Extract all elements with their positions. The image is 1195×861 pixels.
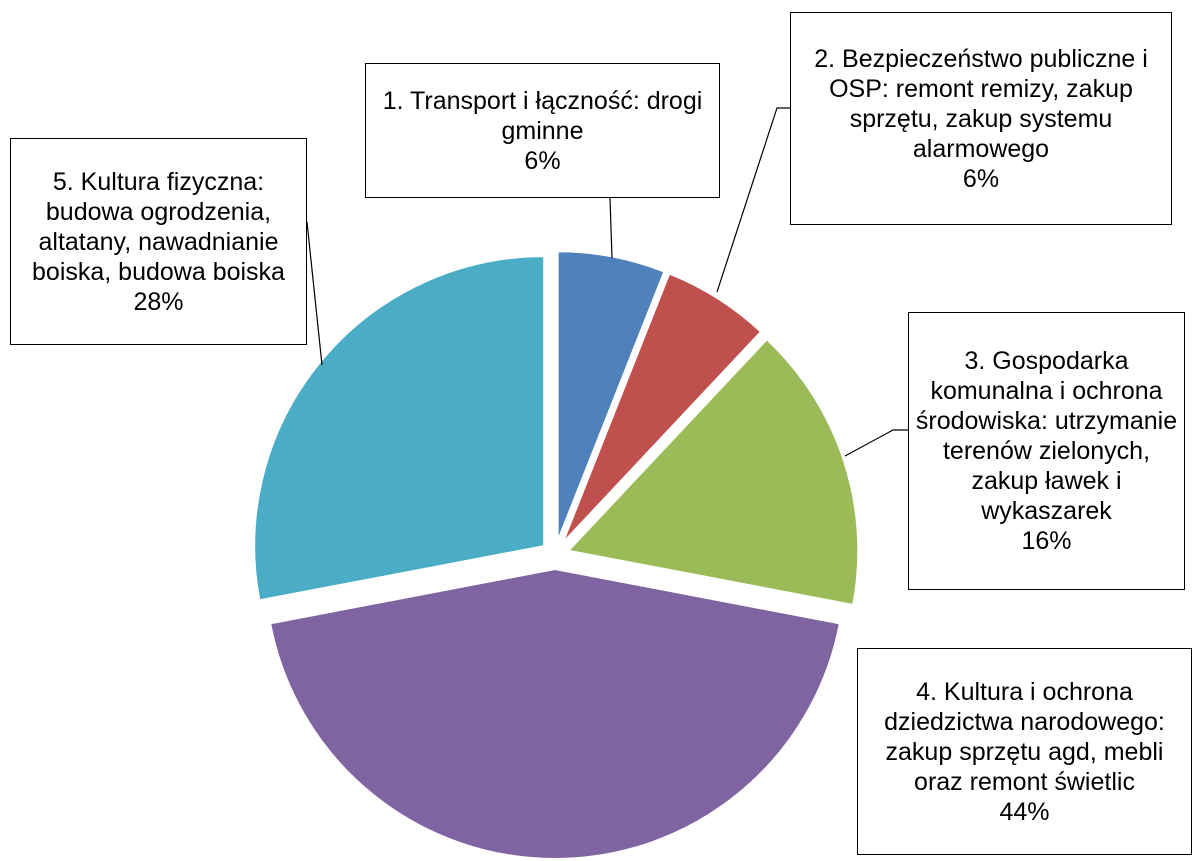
category-label: 2. Bezpieczeństwo publiczne i OSP: remon… xyxy=(814,44,1148,163)
pie-slice xyxy=(253,255,546,602)
pie-slice xyxy=(268,567,842,860)
value-label: 28% xyxy=(133,287,184,316)
data-label: 4. Kultura i ochrona dziedzictwa narodow… xyxy=(857,648,1192,855)
data-label: 5. Kultura fizyczna: budowa ogrodzenia, … xyxy=(10,138,307,345)
category-label: 1. Transport i łączność: drogi gminne xyxy=(382,86,703,145)
data-label: 3. Gospodarka komunalna i ochrona środow… xyxy=(908,312,1185,590)
category-label: 5. Kultura fizyczna: budowa ogrodzenia, … xyxy=(32,167,285,286)
leader-line xyxy=(716,107,790,293)
leader-line xyxy=(844,429,908,457)
data-label: 2. Bezpieczeństwo publiczne i OSP: remon… xyxy=(790,12,1172,225)
leader-line xyxy=(306,221,323,366)
category-label: 4. Kultura i ochrona dziedzictwa narodow… xyxy=(884,677,1165,796)
value-label: 6% xyxy=(962,164,1000,193)
data-label: 1. Transport i łączność: drogi gminne 6% xyxy=(365,63,720,198)
value-label: 16% xyxy=(1021,527,1072,555)
category-label: 3. Gospodarka komunalna i ochrona środow… xyxy=(915,347,1178,525)
pie-slice xyxy=(561,272,763,544)
value-label: 6% xyxy=(524,146,561,175)
value-label: 44% xyxy=(999,797,1050,826)
pie-slice xyxy=(566,337,860,607)
leader-line xyxy=(609,197,613,259)
